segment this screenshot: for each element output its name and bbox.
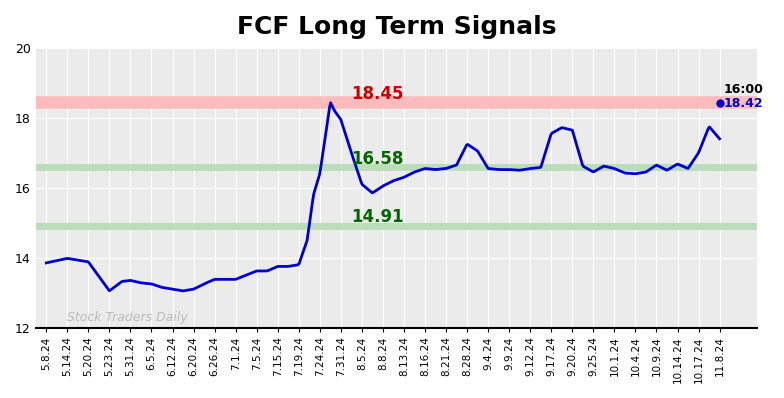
Title: FCF Long Term Signals: FCF Long Term Signals bbox=[237, 15, 557, 39]
Text: 16.58: 16.58 bbox=[351, 150, 404, 168]
Text: 16:00: 16:00 bbox=[724, 83, 764, 96]
Text: Stock Traders Daily: Stock Traders Daily bbox=[67, 311, 188, 324]
Text: 18.45: 18.45 bbox=[351, 85, 404, 103]
Text: 14.91: 14.91 bbox=[351, 209, 404, 226]
Text: 18.42: 18.42 bbox=[724, 97, 764, 109]
